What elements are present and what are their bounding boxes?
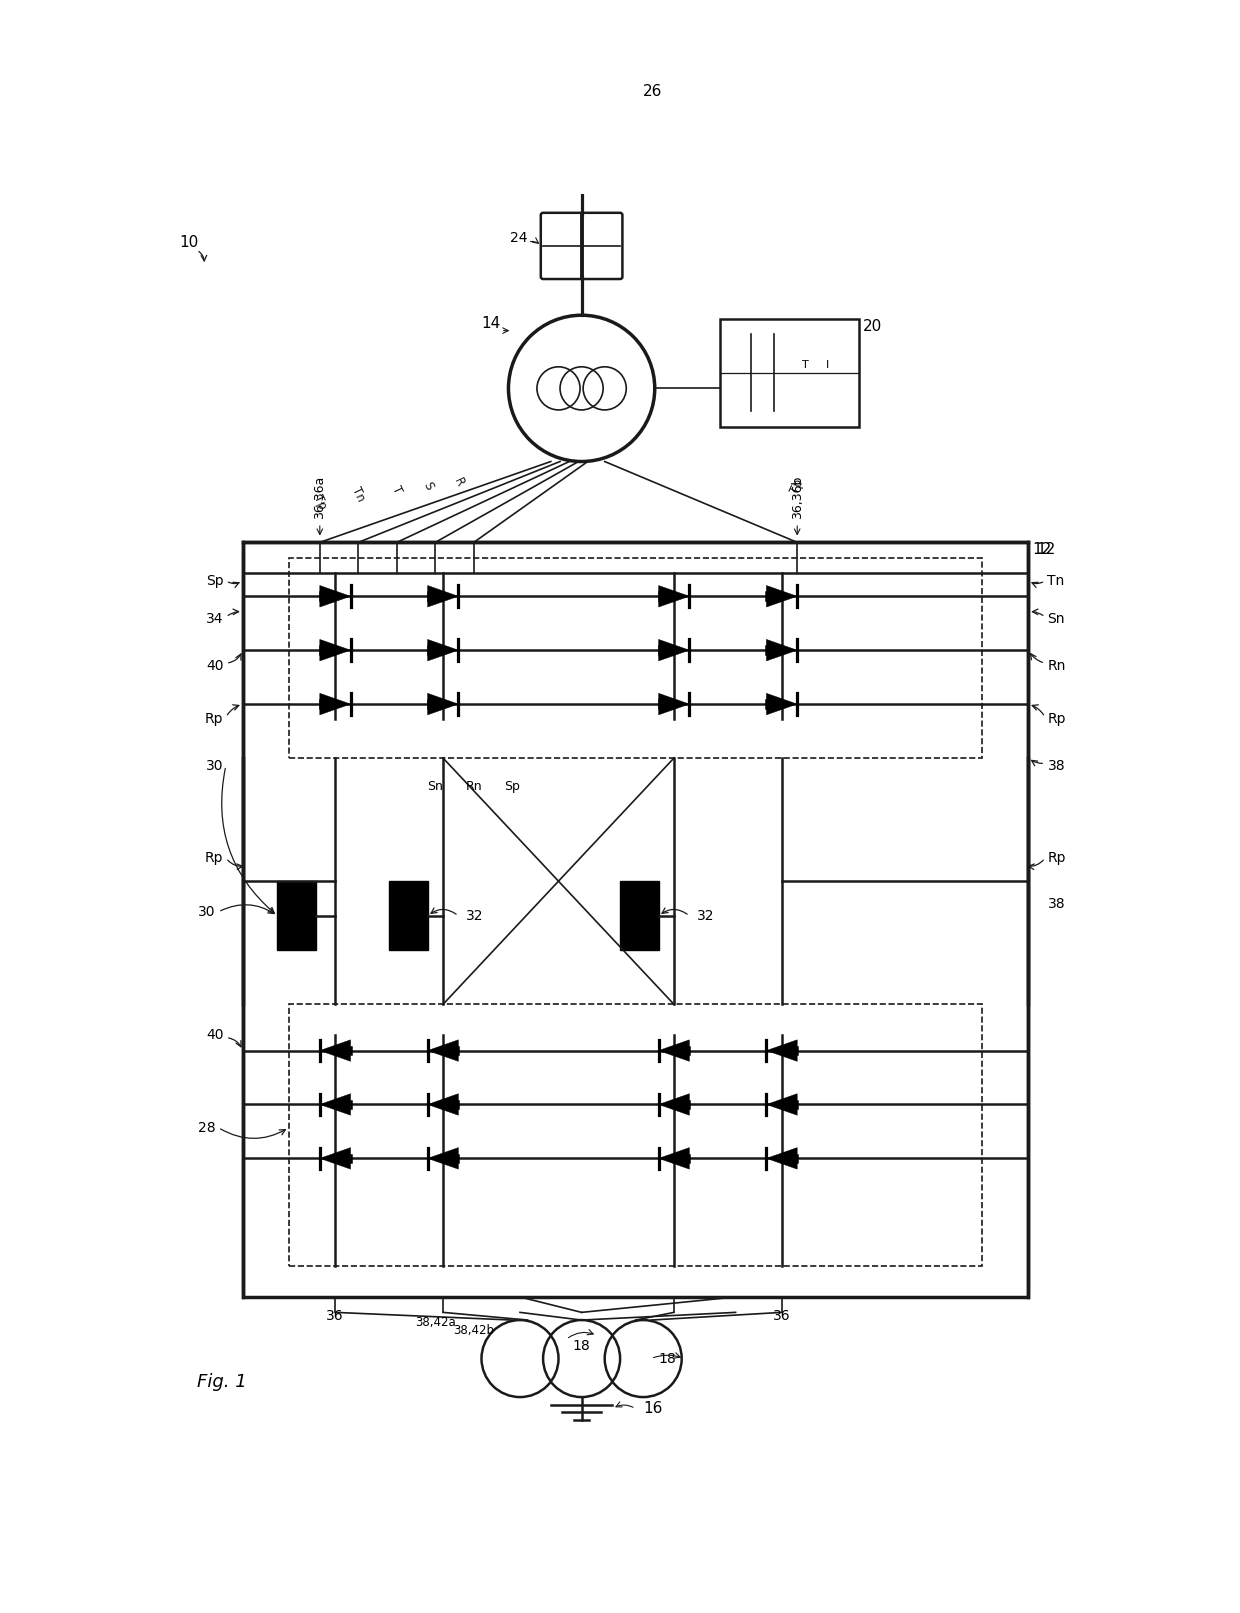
Text: Tn: Tn — [1048, 574, 1065, 587]
Text: 34: 34 — [206, 613, 223, 626]
Text: Rp: Rp — [205, 713, 223, 726]
Polygon shape — [766, 1094, 797, 1115]
Text: 36,36b: 36,36b — [791, 476, 804, 519]
Polygon shape — [320, 1040, 351, 1061]
Polygon shape — [658, 1094, 689, 1115]
Polygon shape — [428, 639, 459, 661]
Polygon shape — [766, 639, 797, 661]
Bar — [720, 319, 859, 427]
Text: I: I — [826, 360, 830, 371]
Polygon shape — [658, 694, 689, 715]
Text: 26: 26 — [644, 84, 662, 100]
Text: 36,36a: 36,36a — [314, 476, 326, 519]
Text: Rp: Rp — [1048, 852, 1066, 865]
Text: 32: 32 — [697, 908, 714, 923]
Polygon shape — [428, 1094, 459, 1115]
Text: 40: 40 — [206, 658, 223, 673]
Text: 38: 38 — [1048, 758, 1065, 773]
Bar — [289, 1005, 982, 1266]
Text: T: T — [801, 360, 808, 371]
Text: 32: 32 — [466, 908, 484, 923]
Bar — [278, 881, 316, 950]
Polygon shape — [320, 1094, 351, 1115]
Text: 18: 18 — [658, 1352, 676, 1366]
Bar — [389, 881, 428, 950]
Polygon shape — [766, 1147, 797, 1169]
Text: Sn: Sn — [428, 779, 443, 792]
Bar — [243, 542, 1028, 1297]
Text: Fig. 1: Fig. 1 — [197, 1373, 247, 1390]
Polygon shape — [658, 1147, 689, 1169]
Bar — [289, 558, 982, 758]
Text: 36: 36 — [773, 1308, 791, 1323]
Text: Sp: Sp — [505, 779, 521, 792]
Text: Tn: Tn — [350, 486, 367, 503]
Polygon shape — [320, 639, 351, 661]
Text: 14: 14 — [481, 316, 501, 331]
Text: Sp: Sp — [206, 574, 223, 587]
Text: 16: 16 — [644, 1402, 662, 1416]
Polygon shape — [428, 694, 459, 715]
Polygon shape — [766, 1040, 797, 1061]
Text: 38,42a: 38,42a — [415, 1316, 455, 1329]
Text: 24: 24 — [510, 231, 528, 245]
Text: R: R — [451, 476, 466, 489]
Text: Sn: Sn — [1048, 613, 1065, 626]
Text: Tp: Tp — [789, 477, 806, 497]
Polygon shape — [428, 1040, 459, 1061]
Polygon shape — [766, 694, 797, 715]
Polygon shape — [658, 1040, 689, 1061]
Bar — [620, 881, 658, 950]
Text: 18: 18 — [573, 1339, 590, 1353]
Text: 20: 20 — [863, 319, 882, 334]
Text: 36: 36 — [326, 1308, 343, 1323]
Polygon shape — [766, 586, 797, 606]
Text: Rn: Rn — [1048, 658, 1066, 673]
Text: 30: 30 — [198, 905, 216, 919]
Text: Rp: Rp — [205, 852, 223, 865]
Polygon shape — [428, 1147, 459, 1169]
Text: S: S — [420, 481, 435, 492]
Text: Rp: Rp — [1048, 713, 1066, 726]
Text: 28: 28 — [198, 1121, 216, 1134]
Polygon shape — [320, 1147, 351, 1169]
Polygon shape — [658, 586, 689, 606]
Polygon shape — [658, 639, 689, 661]
Polygon shape — [320, 694, 351, 715]
Text: 38,42b: 38,42b — [454, 1324, 495, 1337]
Text: 10: 10 — [180, 234, 198, 250]
Text: 12: 12 — [1035, 542, 1055, 558]
Text: 38: 38 — [1048, 897, 1065, 911]
Text: 12: 12 — [1032, 542, 1052, 558]
Text: 30: 30 — [206, 758, 223, 773]
Text: 40: 40 — [206, 1027, 223, 1042]
Text: Rn: Rn — [465, 779, 482, 792]
Polygon shape — [320, 586, 351, 606]
Polygon shape — [428, 586, 459, 606]
Text: T: T — [389, 484, 404, 497]
Text: Tp: Tp — [311, 492, 329, 511]
